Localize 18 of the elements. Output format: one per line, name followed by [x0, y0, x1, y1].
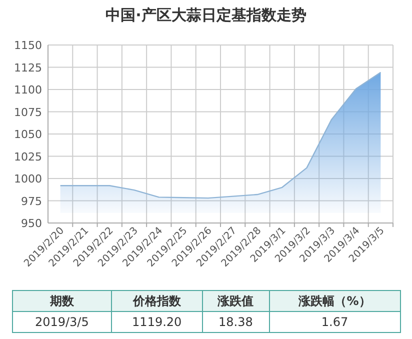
text: 期数	[12, 290, 112, 312]
y-tick-label: 1125	[14, 61, 42, 74]
y-tick-label: 950	[21, 217, 42, 230]
text: 2019/3/5	[12, 312, 112, 332]
y-tick-label: 1100	[14, 84, 42, 96]
y-tick-label: 975	[21, 194, 42, 208]
text: 1119.20	[111, 312, 202, 332]
y-tick-label: 1000	[14, 172, 42, 186]
text: 1.67	[269, 312, 400, 332]
text: 涨跌幅（%）	[269, 290, 400, 312]
text: 价格指数	[111, 290, 202, 312]
y-tick-label: 1150	[14, 39, 42, 52]
chart-title: 中国·产区大蒜日定基指数走势	[106, 6, 306, 24]
text: 18.38	[202, 312, 270, 332]
y-tick-label: 1025	[14, 150, 42, 164]
y-tick-label: 1050	[14, 128, 42, 141]
y-tick-label: 1075	[14, 106, 42, 119]
text: 涨跌值	[202, 290, 270, 312]
